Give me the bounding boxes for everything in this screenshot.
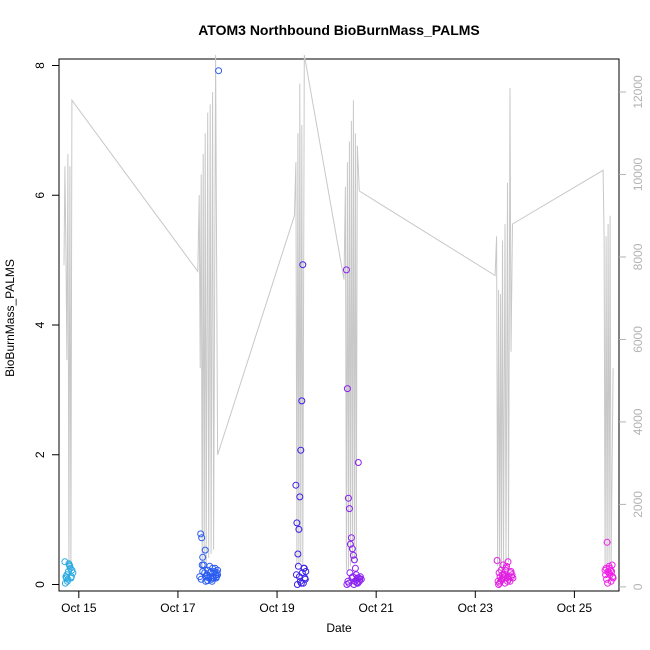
data-point: [199, 553, 207, 561]
data-point: [604, 579, 612, 587]
data-point: [493, 557, 501, 564]
data-point: [294, 550, 302, 558]
data-point: [299, 579, 307, 587]
plot-frame: [58, 58, 620, 592]
data-point: [503, 562, 510, 570]
data-point: [504, 558, 512, 566]
data-point: [209, 574, 217, 582]
data-point: [345, 505, 353, 513]
data-point: [346, 540, 354, 548]
data-point: [292, 571, 300, 579]
y-tick-label: 6: [33, 192, 47, 199]
x-tick-label: Oct 17: [160, 601, 196, 615]
data-point: [201, 546, 209, 554]
data-point: [347, 534, 355, 542]
chart-title: ATOM3 Northbound BioBurnMass_PALMS: [198, 22, 480, 38]
data-point: [300, 564, 308, 572]
data-point: [301, 575, 309, 583]
data-point: [609, 573, 617, 581]
points-layer: [61, 67, 617, 588]
x-tick-label: Oct 21: [358, 601, 394, 615]
y2-tick-label: 6000: [631, 326, 645, 353]
data-point: [603, 575, 611, 583]
y-tick-label: 4: [33, 321, 47, 328]
data-point: [603, 538, 611, 546]
data-point: [342, 266, 350, 274]
background-line-layer: [63, 54, 614, 575]
data-point: [354, 459, 362, 466]
y-axis: 0 2 4 6 8: [33, 62, 59, 588]
data-point: [296, 493, 304, 501]
data-point: [353, 579, 361, 587]
data-point: [63, 577, 71, 585]
data-point: [66, 564, 74, 572]
x-tick-label: Oct 23: [458, 601, 494, 615]
data-point: [297, 579, 305, 587]
data-point: [502, 566, 509, 574]
background-series-line: [63, 54, 614, 575]
x-tick-label: Oct 25: [557, 601, 593, 615]
y-tick-label: 8: [33, 62, 47, 69]
data-point: [62, 574, 70, 582]
data-point: [298, 397, 306, 405]
data-point: [302, 568, 310, 575]
data-point: [295, 525, 303, 533]
data-point: [198, 534, 206, 542]
data-point: [298, 569, 306, 577]
data-point: [215, 67, 223, 75]
y2-axis: 0 2000 4000 6000 8000 10000 12000: [619, 75, 645, 590]
y-tick-label: 0: [33, 581, 47, 588]
data-point: [350, 556, 358, 564]
y2-tick-label: 2000: [631, 491, 645, 518]
y2-tick-label: 0: [631, 583, 645, 590]
data-point: [61, 579, 69, 587]
data-point: [65, 561, 73, 569]
data-point: [293, 519, 301, 527]
data-point: [494, 577, 502, 585]
data-point: [343, 385, 351, 393]
data-point: [602, 571, 610, 579]
y2-tick-label: 8000: [631, 243, 645, 270]
data-point: [348, 574, 356, 582]
data-point: [61, 558, 69, 566]
data-point: [198, 561, 206, 569]
x-tick-label: Oct 15: [61, 601, 97, 615]
y-tick-label: 2: [33, 451, 47, 458]
data-point: [508, 573, 515, 581]
data-point: [349, 551, 357, 559]
data-point: [299, 261, 307, 269]
x-axis-label: Date: [326, 621, 352, 635]
data-point: [197, 530, 205, 538]
y-axis-label: BioBurnMass_PALMS: [3, 259, 17, 377]
data-point: [213, 569, 221, 577]
data-point: [203, 571, 211, 579]
data-point: [344, 494, 352, 502]
data-point: [500, 574, 507, 582]
data-point: [208, 577, 216, 585]
y2-tick-label: 10000: [631, 157, 645, 191]
y2-tick-label: 12000: [631, 75, 645, 109]
data-point: [297, 446, 305, 454]
data-point: [343, 581, 351, 588]
data-point: [292, 481, 300, 489]
data-point: [294, 562, 302, 570]
x-axis: Oct 15 Oct 17 Oct 19 Oct 21 Oct 23 Oct 25: [61, 591, 592, 615]
data-point: [348, 545, 356, 553]
data-point: [351, 564, 359, 572]
data-point: [608, 568, 616, 575]
data-point: [67, 573, 75, 581]
y2-tick-label: 4000: [631, 408, 645, 435]
x-tick-label: Oct 19: [259, 601, 295, 615]
